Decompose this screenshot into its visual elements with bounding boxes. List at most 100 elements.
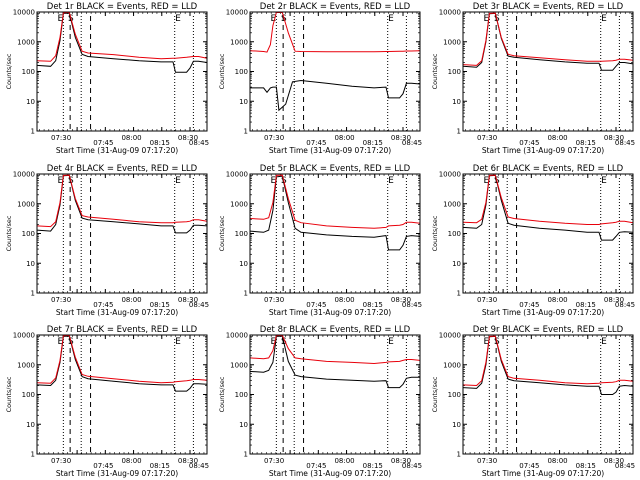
y-tick-label: 100 bbox=[448, 230, 461, 238]
x-tick-label: 08:30 bbox=[604, 457, 624, 465]
x-tick-label: 08:15 bbox=[363, 462, 383, 470]
event-marker-e: E bbox=[483, 176, 489, 186]
plot-frame bbox=[36, 173, 208, 294]
x-tick-label: 08:00 bbox=[547, 296, 567, 304]
plot-frame bbox=[249, 173, 421, 294]
x-tick-label: 08:15 bbox=[150, 139, 170, 147]
y-tick-label: 1 bbox=[457, 290, 461, 298]
y-tick-label: 100 bbox=[22, 230, 35, 238]
y-axis-label: Counts/sec bbox=[431, 53, 439, 89]
x-tick-label: 07:45 bbox=[519, 139, 539, 147]
y-tick-label: 10000 bbox=[226, 332, 248, 340]
x-tick-label: 08:15 bbox=[576, 301, 596, 309]
event-marker-e: E bbox=[175, 14, 181, 24]
event-marker-e: E bbox=[388, 14, 394, 24]
y-tick-label: 10 bbox=[452, 421, 461, 429]
y-tick-label: 1 bbox=[244, 128, 248, 136]
y-tick-label: 1 bbox=[31, 290, 35, 298]
x-tick-label: 07:30 bbox=[477, 134, 497, 142]
y-tick-label: 10000 bbox=[13, 171, 35, 179]
x-tick-label: 08:15 bbox=[576, 139, 596, 147]
x-tick-label: 08:45 bbox=[189, 139, 209, 147]
x-tick-label: 08:45 bbox=[189, 301, 209, 309]
series-events-line bbox=[36, 12, 208, 73]
panel-det-1: Det 1r BLACK = Events, RED = LLD Counts/s… bbox=[5, 2, 209, 155]
x-tick-label: 08:30 bbox=[391, 134, 411, 142]
y-tick-label: 1000 bbox=[443, 38, 461, 46]
x-tick-label: 07:30 bbox=[477, 457, 497, 465]
y-axis-label: Counts/sec bbox=[5, 215, 13, 251]
x-tick-label: 08:45 bbox=[189, 462, 209, 470]
y-axis-label: Counts/sec bbox=[431, 376, 439, 412]
series-events-line bbox=[250, 79, 421, 112]
x-tick-label: 07:45 bbox=[519, 462, 539, 470]
series-events-line bbox=[249, 335, 420, 389]
y-axis-label: Counts/sec bbox=[431, 215, 439, 251]
y-tick-label: 1000 bbox=[230, 361, 248, 369]
panel-det-8: Det 8r BLACK = Events, RED = LLD Counts/s… bbox=[218, 325, 422, 478]
panel-title: Det 7r BLACK = Events, RED = LLD bbox=[47, 325, 198, 335]
y-tick-label: 10 bbox=[26, 98, 35, 106]
event-marker-e: E bbox=[270, 337, 276, 347]
y-tick-label: 10000 bbox=[439, 9, 461, 17]
y-tick-label: 1000 bbox=[443, 361, 461, 369]
x-tick-label: 08:30 bbox=[604, 134, 624, 142]
plot-frame bbox=[462, 334, 634, 455]
y-axis-label: Counts/sec bbox=[218, 376, 226, 412]
event-marker-e: E bbox=[483, 337, 489, 347]
panel-title: Det 2r BLACK = Events, RED = LLD bbox=[260, 2, 411, 12]
y-tick-label: 10 bbox=[239, 98, 248, 106]
x-tick-label: 08:15 bbox=[363, 301, 383, 309]
x-tick-label: 08:15 bbox=[363, 139, 383, 147]
x-tick-label: 08:00 bbox=[334, 457, 354, 465]
x-tick-label: 08:30 bbox=[604, 296, 624, 304]
y-tick-label: 10000 bbox=[13, 332, 35, 340]
y-tick-label: 100 bbox=[448, 68, 461, 76]
x-axis-label: Start Time (31-Aug-09 07:17:20) bbox=[482, 308, 604, 317]
x-tick-label: 08:30 bbox=[391, 296, 411, 304]
event-marker-e: E bbox=[601, 14, 607, 24]
y-tick-label: 1000 bbox=[17, 200, 35, 208]
panel-det-7: Det 7r BLACK = Events, RED = LLD Counts/s… bbox=[5, 325, 209, 478]
y-tick-label: 10000 bbox=[13, 9, 35, 17]
series-lld-line bbox=[36, 11, 208, 62]
x-axis-label: Start Time (31-Aug-09 07:17:20) bbox=[482, 146, 604, 155]
x-tick-label: 07:30 bbox=[264, 457, 284, 465]
series-events-line bbox=[462, 335, 634, 395]
y-tick-label: 1 bbox=[457, 451, 461, 459]
y-tick-label: 100 bbox=[448, 391, 461, 399]
event-marker-e: E bbox=[57, 14, 63, 24]
x-tick-label: 08:45 bbox=[402, 139, 422, 147]
series-events-line bbox=[249, 175, 421, 251]
panel-title: Det 3r BLACK = Events, RED = LLD bbox=[473, 2, 624, 12]
panel-det-6: Det 6r BLACK = Events, RED = LLD Counts/s… bbox=[431, 164, 635, 317]
series-lld-line bbox=[249, 174, 421, 229]
plot-frame bbox=[249, 11, 421, 132]
event-marker-e: E bbox=[270, 176, 276, 186]
x-tick-label: 08:00 bbox=[121, 457, 141, 465]
x-tick-label: 07:45 bbox=[306, 139, 326, 147]
y-tick-label: 10000 bbox=[439, 171, 461, 179]
x-tick-label: 07:45 bbox=[306, 301, 326, 309]
event-marker-e: E bbox=[270, 14, 276, 24]
y-tick-label: 10000 bbox=[439, 332, 461, 340]
x-tick-label: 08:15 bbox=[576, 462, 596, 470]
event-marker-e: E bbox=[57, 337, 63, 347]
event-marker-e: E bbox=[388, 337, 394, 347]
plot-frame bbox=[36, 334, 208, 455]
x-tick-label: 07:45 bbox=[93, 462, 113, 470]
x-axis-label: Start Time (31-Aug-09 07:17:20) bbox=[56, 146, 178, 155]
x-tick-label: 08:00 bbox=[121, 134, 141, 142]
y-tick-label: 10 bbox=[26, 260, 35, 268]
y-tick-label: 1 bbox=[244, 451, 248, 459]
x-tick-label: 08:00 bbox=[547, 457, 567, 465]
y-tick-label: 1 bbox=[457, 128, 461, 136]
x-tick-label: 08:45 bbox=[402, 301, 422, 309]
y-axis-label: Counts/sec bbox=[5, 376, 13, 412]
x-tick-label: 08:45 bbox=[615, 139, 635, 147]
series-lld-line bbox=[36, 174, 208, 228]
event-marker-e: E bbox=[175, 176, 181, 186]
panel-title: Det 8r BLACK = Events, RED = LLD bbox=[260, 325, 411, 335]
event-marker-e: E bbox=[601, 176, 607, 186]
x-tick-label: 08:30 bbox=[178, 296, 198, 304]
